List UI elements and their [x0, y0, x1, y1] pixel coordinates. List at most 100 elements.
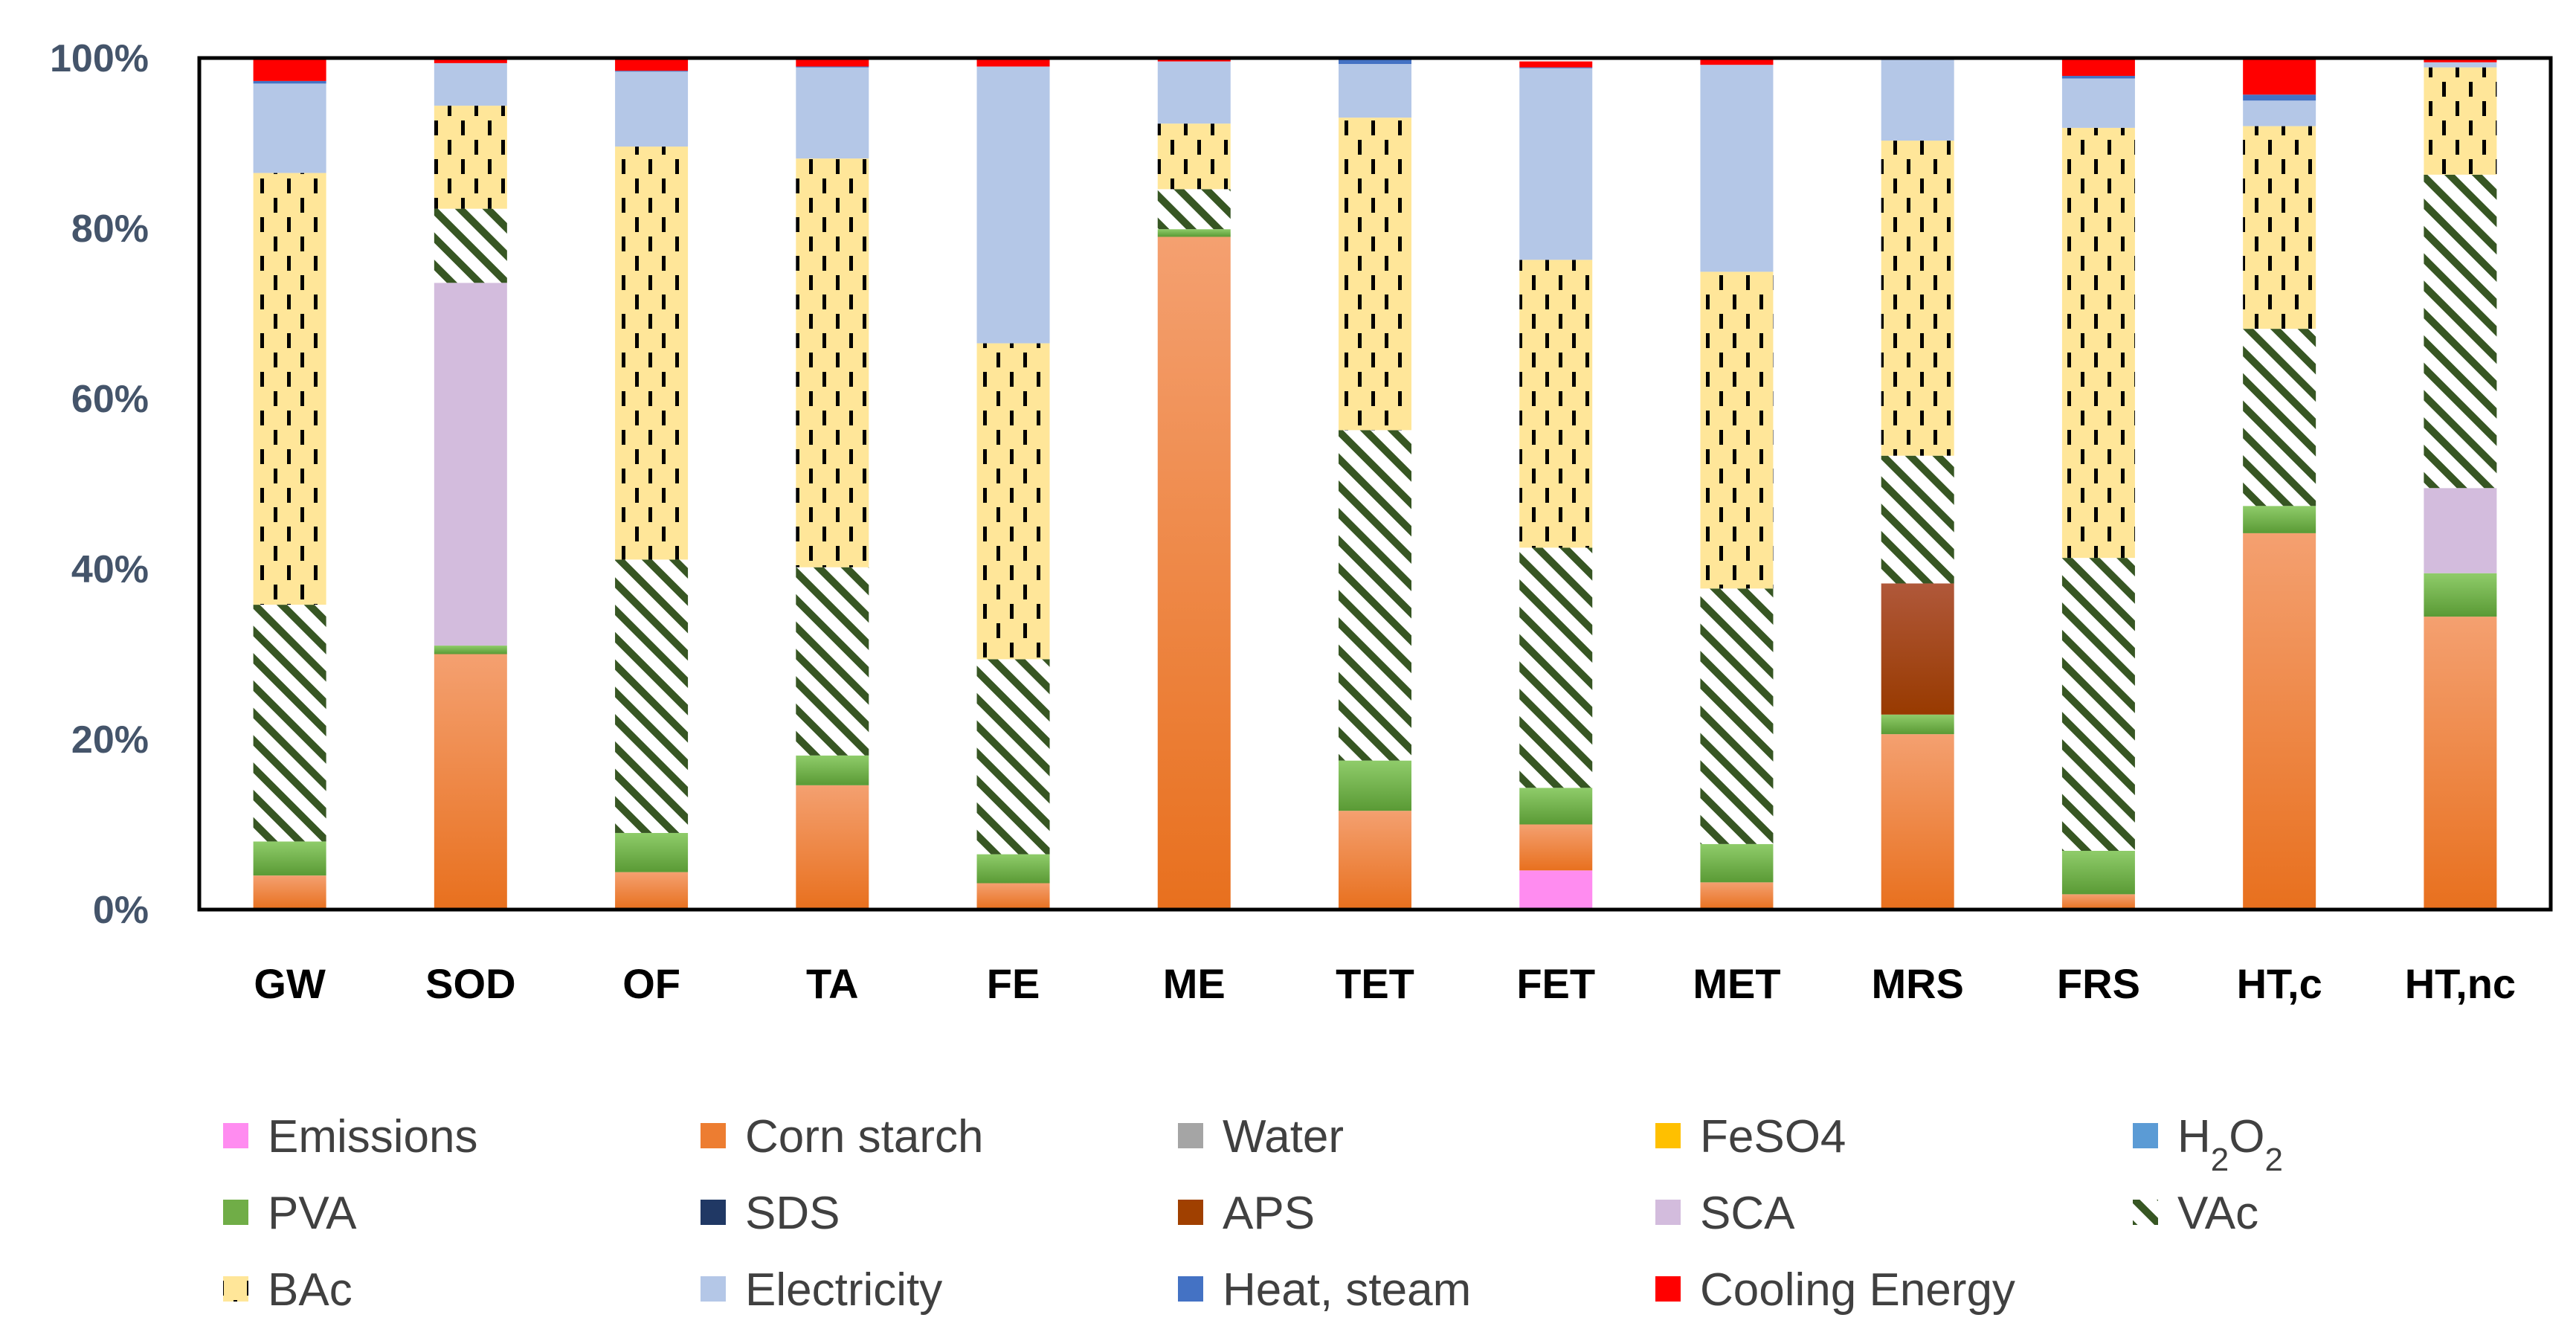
bar-group-fet [1519, 61, 1593, 910]
legend: Emissions Corn starch Water FeSO4 H2O2 PVA SDS… [223, 1111, 2283, 1316]
legend-label-sds: SDS [745, 1188, 840, 1239]
legend-label-h2o2: H2O2 [2177, 1111, 2283, 1178]
bar-segment-ht-c-heat-steam [2243, 94, 2316, 101]
legend-swatch-cooling [1655, 1276, 1681, 1302]
bar-segment-gw-pva [253, 841, 326, 876]
bar-segment-gw-corn-starch [253, 875, 326, 910]
legend-item-pva: PVA [223, 1188, 357, 1239]
legend-swatch-pva [223, 1200, 248, 1225]
bar-group-ht-nc [2424, 58, 2497, 910]
legend-label-electricity: Electricity [745, 1264, 942, 1316]
bar-segment-gw-bac [253, 173, 326, 605]
bar-segment-me-electricity [1157, 61, 1231, 124]
legend-label-cooling: Cooling Energy [1700, 1264, 2015, 1316]
legend-item-vac: VAc [2133, 1188, 2258, 1239]
bar-segment-frs-electricity [2061, 78, 2135, 128]
legend-swatch-electricity [701, 1276, 726, 1302]
bar-segment-fet-vac [1519, 547, 1593, 788]
bar-segment-sod-bac [434, 106, 507, 209]
bar-segment-ht-nc-sca [2424, 488, 2497, 573]
bar-segment-frs-cooling [2061, 58, 2135, 77]
bar-segment-mrs-vac [1881, 455, 1954, 584]
legend-item-water: Water [1178, 1111, 1344, 1162]
bars [253, 58, 2497, 910]
bar-segment-frs-bac [2061, 127, 2135, 559]
bar-segment-of-pva [615, 832, 689, 872]
legend-swatch-water [1178, 1123, 1203, 1148]
bar-group-me [1157, 58, 1231, 910]
bar-segment-mrs-bac [1881, 141, 1954, 456]
y-tick-label-1: 20% [71, 718, 149, 762]
legend-item-corn-starch: Corn starch [701, 1111, 983, 1162]
legend-item-cooling: Cooling Energy [1655, 1264, 2015, 1316]
bar-segment-met-bac [1700, 271, 1774, 589]
bar-segment-sod-vac [434, 208, 507, 283]
bar-segment-fet-corn-starch [1519, 824, 1593, 871]
bar-group-met [1700, 58, 1774, 910]
legend-swatch-corn-starch [701, 1123, 726, 1148]
x-category-label-of: OF [622, 960, 680, 1007]
bar-segment-sod-sca [434, 283, 507, 646]
bar-segment-ta-pva [796, 755, 869, 785]
bar-segment-ht-nc-cooling [2424, 58, 2497, 62]
legend-swatch-aps [1178, 1200, 1203, 1225]
bar-segment-sod-corn-starch [434, 654, 507, 910]
x-category-label-met: MET [1693, 960, 1780, 1007]
bar-segment-tet-electricity [1339, 64, 1411, 118]
bar-segment-fe-pva [976, 854, 1050, 884]
legend-label-vac: VAc [2177, 1188, 2258, 1239]
legend-swatch-sca [1655, 1200, 1681, 1225]
bar-segment-ht-c-corn-starch [2243, 533, 2316, 910]
bar-segment-ht-nc-pva [2424, 573, 2497, 617]
legend-label-aps: APS [1223, 1188, 1315, 1239]
bar-group-of [615, 58, 689, 910]
bar-segment-ht-nc-bac [2424, 67, 2497, 175]
bar-segment-me-bac [1157, 123, 1231, 190]
legend-item-emissions: Emissions [223, 1111, 478, 1162]
bar-segment-tet-vac [1339, 430, 1411, 761]
bar-segment-fet-pva [1519, 788, 1593, 825]
legend-swatch-emissions [223, 1123, 248, 1148]
legend-swatch-feso4 [1655, 1123, 1681, 1148]
legend-label-heat-steam: Heat, steam [1223, 1264, 1471, 1316]
x-category-label-me: ME [1163, 960, 1226, 1007]
legend-label-sca: SCA [1700, 1188, 1795, 1239]
bar-segment-me-vac [1157, 189, 1231, 230]
bar-segment-frs-corn-starch [2061, 894, 2135, 910]
bar-segment-met-electricity [1700, 65, 1774, 272]
x-axis-categories: GW SOD OF TA FE ME TET FET MET MRS FRS HT,c HT,nc [254, 960, 2516, 1007]
bar-segment-tet-corn-starch [1339, 811, 1411, 910]
bar-segment-mrs-electricity [1881, 59, 1954, 141]
legend-item-sca: SCA [1655, 1188, 1795, 1239]
bar-segment-fe-electricity [976, 66, 1050, 344]
bar-segment-ta-electricity [796, 67, 869, 159]
x-category-label-tet: TET [1336, 960, 1414, 1007]
y-tick-label-3: 60% [71, 378, 149, 421]
bar-segment-of-bac [615, 147, 689, 560]
legend-item-feso4: FeSO4 [1655, 1111, 1846, 1162]
bar-segment-ht-c-bac [2243, 126, 2316, 329]
bar-group-tet [1339, 58, 1411, 910]
legend-label-bac: BAc [268, 1264, 352, 1316]
legend-swatch-heat-steam [1178, 1276, 1203, 1302]
x-category-label-ht-c: HT,c [2237, 960, 2322, 1007]
bar-segment-met-vac [1700, 588, 1774, 844]
x-category-label-ta: TA [806, 960, 859, 1007]
bar-segment-ta-heat-steam [796, 66, 869, 68]
x-category-label-mrs: MRS [1871, 960, 1963, 1007]
x-category-label-ht-nc: HT,nc [2405, 960, 2516, 1007]
legend-item-sds: SDS [701, 1188, 840, 1239]
bar-segment-ta-cooling [796, 58, 869, 67]
bar-segment-ht-c-cooling [2243, 58, 2316, 95]
bar-segment-gw-vac [253, 605, 326, 842]
bar-segment-tet-heat-steam [1339, 59, 1411, 65]
bar-segment-fe-corn-starch [976, 883, 1050, 910]
x-category-label-fe: FE [987, 960, 1040, 1007]
legend-label-feso4: FeSO4 [1700, 1111, 1846, 1162]
bar-segment-frs-heat-steam [2061, 76, 2135, 79]
bar-segment-frs-pva [2061, 850, 2135, 895]
y-axis-ticks: 0% 20% 40% 60% 80% 100% [50, 37, 149, 932]
bar-segment-gw-electricity [253, 83, 326, 173]
legend-item-heat-steam: Heat, steam [1178, 1264, 1471, 1316]
bar-segment-fet-cooling [1519, 61, 1593, 68]
